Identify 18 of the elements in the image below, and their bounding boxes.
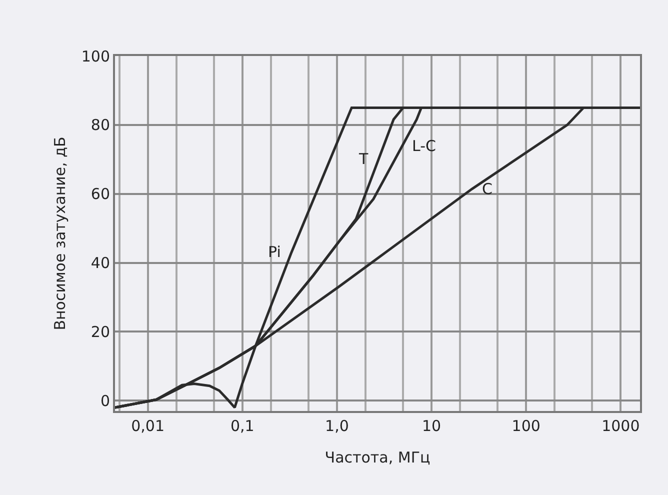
y-tick-label: 0 [100,392,110,410]
y-tick-label: 20 [90,322,110,341]
annotation: C [482,180,492,198]
x-tick-label: 10 [422,417,442,435]
annotation: Pi [268,243,281,261]
annotation: T [358,150,369,168]
y-tick-label: 100 [81,47,110,66]
x-tick-label: 1000 [602,417,640,435]
x-tick-label: 0,01 [131,417,165,435]
y-axis-title: Вносимое затухание, дБ [51,136,70,330]
x-tick-label: 1,0 [325,417,349,435]
y-tick-label: 80 [90,116,110,134]
x-tick-label: 100 [512,417,540,435]
x-axis-title: Частота, МГц [324,448,430,466]
annotation: L-C [412,137,436,155]
x-tick-label: 0,1 [230,417,254,435]
y-tick-label: 60 [90,185,110,204]
y-tick-label: 40 [90,254,110,272]
